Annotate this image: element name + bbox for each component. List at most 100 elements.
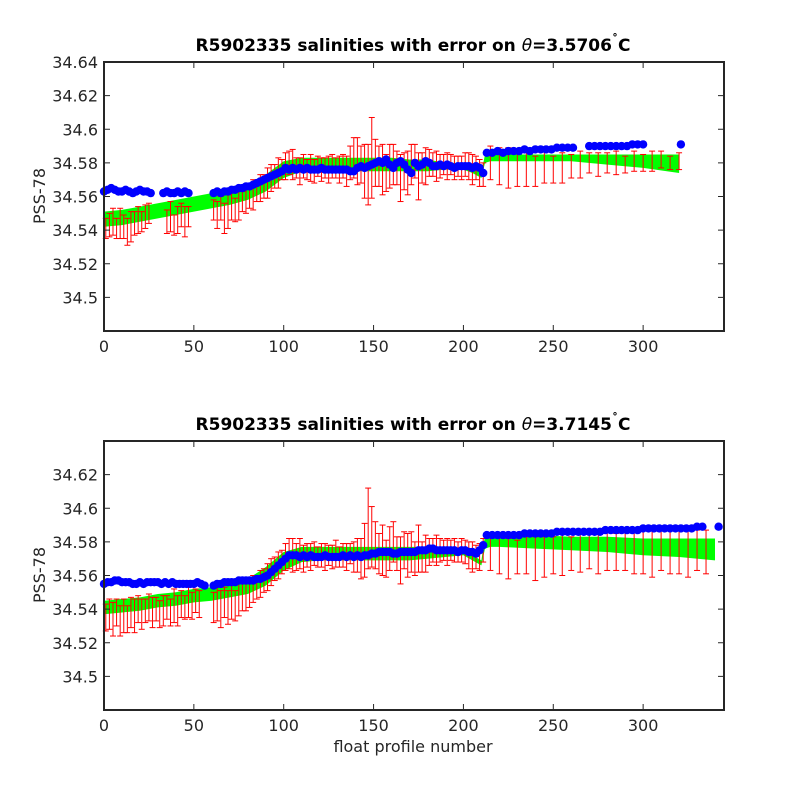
error-bar	[138, 211, 145, 233]
error-bar	[379, 143, 386, 196]
error-bar	[106, 598, 113, 630]
error-bar	[127, 596, 134, 629]
error-bar	[153, 596, 160, 622]
x-tick-label: 150	[358, 337, 389, 356]
error-bar	[361, 522, 368, 578]
error-bar	[595, 529, 602, 575]
error-bar	[232, 590, 239, 622]
error-bar	[568, 153, 575, 179]
error-bar	[210, 591, 217, 624]
y-tick-label: 34.64	[52, 53, 98, 72]
error-bar	[117, 605, 124, 637]
y-tick-label: 34.62	[52, 466, 98, 485]
chart-bottom: R5902335 salinities with error on θ=3.71…	[30, 411, 725, 756]
error-bar	[163, 209, 170, 234]
points-layer	[99, 140, 686, 198]
errorbar-layer	[102, 487, 710, 637]
error-bar	[640, 153, 647, 172]
error-bar	[658, 150, 665, 169]
x-tick-label: 0	[99, 716, 109, 735]
points-layer	[99, 522, 723, 590]
data-point	[184, 188, 193, 198]
error-bar	[142, 598, 149, 624]
error-bar	[604, 152, 611, 174]
error-bar	[365, 143, 372, 206]
error-bar	[135, 595, 142, 624]
data-point	[479, 168, 488, 178]
x-tick-label: 100	[268, 716, 299, 735]
error-bar	[411, 541, 418, 576]
error-bar	[109, 601, 116, 637]
error-bar	[174, 206, 181, 234]
error-bar	[196, 590, 203, 619]
error-bar	[383, 539, 390, 578]
error-bar	[469, 541, 476, 573]
error-bar	[649, 150, 656, 172]
data-point	[698, 522, 707, 531]
error-bar	[375, 145, 382, 187]
chart-title: R5902335 salinities with error on θ=3.57…	[196, 32, 631, 56]
error-bar	[178, 590, 185, 619]
error-bar	[354, 137, 361, 186]
data-point	[200, 581, 209, 590]
axes: 0 50 100 150 200 250 300 34.5 34.52 34.54 34.56 34.…	[52, 53, 725, 356]
y-tick-label: 34.52	[52, 255, 98, 274]
error-bar	[145, 202, 152, 224]
x-tick-label: 0	[99, 337, 109, 356]
x-tick-label: 250	[538, 337, 569, 356]
error-bar	[145, 593, 152, 622]
error-bar	[568, 536, 575, 571]
chart-title: R5902335 salinities with error on θ=3.71…	[196, 411, 631, 435]
error-bar	[559, 152, 566, 184]
error-bar	[577, 150, 584, 179]
error-bar	[124, 605, 131, 634]
x-tick-label: 200	[448, 716, 479, 735]
x-tick-label: 250	[538, 716, 569, 735]
error-bar	[131, 211, 138, 236]
x-axis-label: float profile number	[333, 737, 493, 756]
error-bar	[142, 204, 149, 229]
error-bar	[586, 152, 593, 174]
error-bar	[120, 214, 127, 240]
y-tick-label: 34.62	[52, 87, 98, 106]
y-tick-label: 34.5	[62, 288, 98, 307]
x-tick-label: 50	[184, 337, 204, 356]
y-tick-label: 34.6	[62, 499, 98, 518]
data-point	[714, 522, 723, 531]
error-bar	[113, 598, 120, 627]
y-tick-label: 34.54	[52, 600, 98, 619]
error-bar	[106, 212, 113, 238]
error-bar	[189, 591, 196, 620]
x-tick-label: 300	[628, 337, 659, 356]
error-bar	[181, 595, 188, 620]
error-bar	[676, 152, 683, 171]
error-bar	[214, 201, 221, 229]
error-bar	[532, 155, 539, 187]
chart-top: R5902335 salinities with error on θ=3.57…	[30, 32, 725, 356]
y-tick-label: 34.5	[62, 667, 98, 686]
x-tick-label: 300	[628, 716, 659, 735]
x-tick-label: 50	[184, 716, 204, 735]
error-bar	[225, 590, 231, 625]
axes: 0 50 100 150 200 250 300 34.5 34.52 34.54 34.56 34.…	[52, 440, 725, 735]
error-bar	[397, 536, 404, 585]
error-bar	[541, 148, 548, 184]
y-tick-label: 34.56	[52, 567, 98, 586]
data-point	[407, 168, 416, 178]
error-bar	[109, 207, 116, 236]
y-tick-label: 34.58	[52, 154, 98, 173]
error-bar	[185, 206, 192, 228]
error-bar	[221, 202, 228, 234]
data-point	[479, 541, 488, 550]
error-bar	[167, 201, 174, 233]
error-bar	[622, 155, 629, 174]
error-bar	[171, 214, 178, 236]
error-bar	[210, 199, 217, 221]
data-point	[568, 143, 578, 152]
error-bar	[368, 116, 375, 199]
error-bar	[171, 588, 178, 624]
y-tick-label: 34.56	[52, 188, 98, 207]
error-bar	[550, 155, 557, 184]
error-bar	[192, 588, 199, 613]
y-tick-label: 34.54	[52, 221, 98, 240]
